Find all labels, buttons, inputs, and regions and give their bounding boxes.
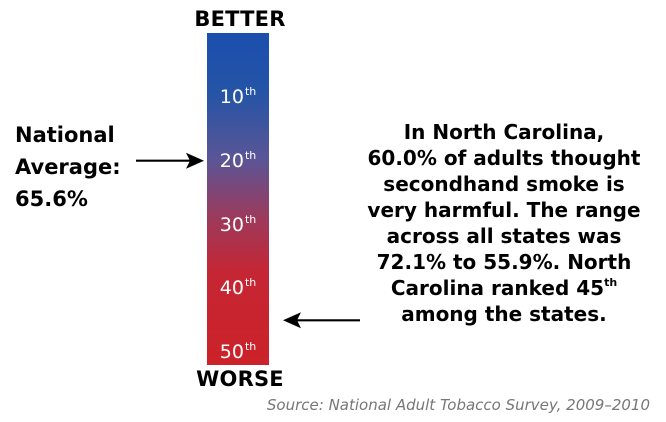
- state-line-4: very harmful. The range: [367, 198, 641, 222]
- rank-tick-30: 30th: [207, 212, 269, 236]
- state-line-7: Carolina ranked 45th: [340, 275, 666, 301]
- state-summary-text: In North Carolina, 60.0% of adults thoug…: [340, 119, 666, 327]
- rank-tick-10: 10th: [207, 84, 269, 108]
- national-average-line1: National: [15, 123, 115, 147]
- state-line-6: 72.1% to 55.9%. North: [376, 250, 632, 274]
- national-average-value: 65.6%: [15, 187, 88, 211]
- state-line-5: across all states was: [386, 224, 622, 248]
- state-rank-suffix: th: [604, 276, 618, 289]
- rank-tick-number: 40: [219, 277, 244, 300]
- national-average-label: National Average: 65.6%: [15, 119, 121, 215]
- source-note: Source: National Adult Tobacco Survey, 2…: [266, 396, 650, 414]
- rank-tick-40: 40th: [207, 276, 269, 300]
- rank-tick-suffix: th: [244, 340, 257, 354]
- rank-tick-suffix: th: [244, 276, 257, 290]
- rank-tick-number: 10: [219, 85, 244, 108]
- rank-tick-number: 20: [219, 149, 244, 172]
- state-rank-text: Carolina ranked 45: [390, 276, 605, 300]
- rank-tick-suffix: th: [244, 84, 257, 98]
- rank-tick-number: 50: [219, 341, 244, 364]
- state-line-8: among the states.: [401, 302, 607, 326]
- rank-tick-number: 30: [219, 213, 244, 236]
- rank-tick-50: 50th: [207, 340, 269, 364]
- rank-tick-suffix: th: [244, 212, 257, 226]
- worse-label: WORSE: [196, 367, 284, 391]
- state-line-3: secondhand smoke is: [383, 172, 625, 196]
- ranking-gradient-bar: 10th 20th 30th 40th 50th: [207, 33, 269, 365]
- national-average-line2: Average:: [15, 155, 121, 179]
- state-line-2: 60.0% of adults thought: [367, 146, 641, 170]
- rank-tick-20: 20th: [207, 148, 269, 172]
- better-label: BETTER: [194, 7, 286, 31]
- rank-tick-suffix: th: [244, 148, 257, 162]
- state-line-1: In North Carolina,: [403, 120, 605, 144]
